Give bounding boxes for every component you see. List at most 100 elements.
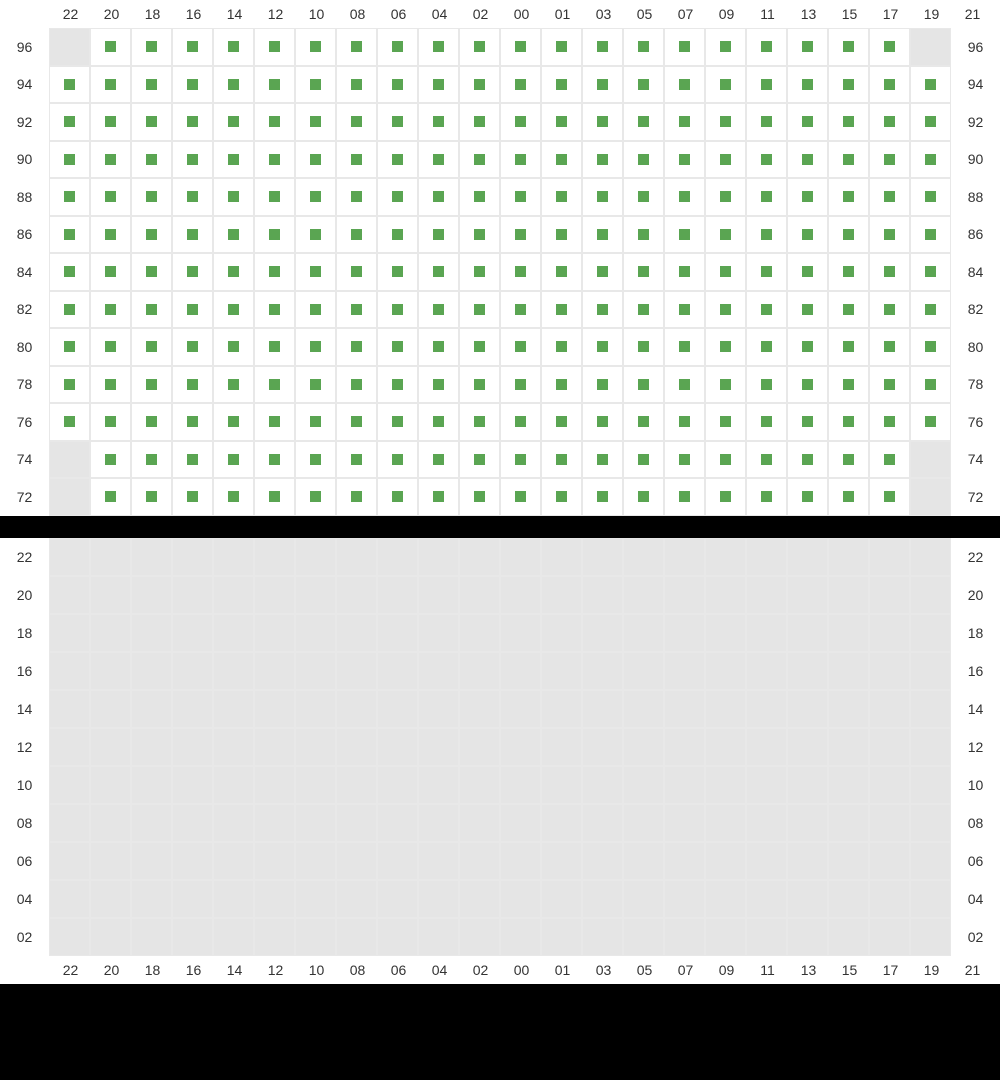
seat-cell-available[interactable] — [377, 328, 418, 366]
seat-cell-available[interactable] — [582, 291, 623, 329]
seat-cell-available[interactable] — [705, 66, 746, 104]
seat-cell-available[interactable] — [172, 66, 213, 104]
seat-cell-available[interactable] — [418, 403, 459, 441]
seat-cell-available[interactable] — [623, 441, 664, 479]
seat-cell-available[interactable] — [500, 441, 541, 479]
seat-cell-available[interactable] — [418, 178, 459, 216]
seat-cell-available[interactable] — [582, 103, 623, 141]
seat-cell-available[interactable] — [828, 478, 869, 516]
seat-cell-available[interactable] — [172, 253, 213, 291]
seat-cell-available[interactable] — [500, 291, 541, 329]
seat-cell-available[interactable] — [705, 291, 746, 329]
seat-cell-available[interactable] — [90, 366, 131, 404]
seat-cell-available[interactable] — [910, 253, 951, 291]
seat-cell-available[interactable] — [131, 66, 172, 104]
seat-cell-available[interactable] — [49, 66, 90, 104]
seat-cell-available[interactable] — [418, 291, 459, 329]
seat-cell-available[interactable] — [377, 291, 418, 329]
seat-cell-available[interactable] — [90, 253, 131, 291]
seat-cell-available[interactable] — [213, 328, 254, 366]
seat-cell-available[interactable] — [705, 141, 746, 179]
seat-cell-available[interactable] — [213, 366, 254, 404]
seat-cell-available[interactable] — [500, 28, 541, 66]
seat-cell-available[interactable] — [213, 291, 254, 329]
seat-cell-available[interactable] — [541, 403, 582, 441]
seat-cell-available[interactable] — [746, 441, 787, 479]
seat-cell-available[interactable] — [49, 178, 90, 216]
seat-cell-available[interactable] — [664, 291, 705, 329]
seat-cell-available[interactable] — [828, 366, 869, 404]
seat-cell-available[interactable] — [582, 253, 623, 291]
seat-cell-available[interactable] — [131, 141, 172, 179]
seat-cell-available[interactable] — [910, 141, 951, 179]
seat-cell-available[interactable] — [869, 478, 910, 516]
seat-cell-available[interactable] — [705, 103, 746, 141]
seat-cell-available[interactable] — [582, 478, 623, 516]
seat-cell-available[interactable] — [664, 403, 705, 441]
seat-cell-available[interactable] — [172, 216, 213, 254]
seat-cell-available[interactable] — [254, 291, 295, 329]
seat-cell-available[interactable] — [295, 66, 336, 104]
seat-cell-available[interactable] — [49, 291, 90, 329]
seat-cell-available[interactable] — [705, 478, 746, 516]
seat-cell-available[interactable] — [418, 66, 459, 104]
seat-cell-available[interactable] — [910, 66, 951, 104]
seat-cell-available[interactable] — [295, 141, 336, 179]
seat-cell-available[interactable] — [623, 141, 664, 179]
seat-cell-available[interactable] — [172, 103, 213, 141]
seat-cell-available[interactable] — [705, 366, 746, 404]
seat-cell-available[interactable] — [705, 216, 746, 254]
seat-cell-available[interactable] — [90, 103, 131, 141]
seat-cell-available[interactable] — [705, 178, 746, 216]
seat-cell-available[interactable] — [787, 216, 828, 254]
seat-cell-available[interactable] — [90, 328, 131, 366]
seat-cell-available[interactable] — [336, 328, 377, 366]
seat-cell-available[interactable] — [869, 328, 910, 366]
seat-cell-available[interactable] — [828, 178, 869, 216]
seat-cell-available[interactable] — [787, 441, 828, 479]
seat-cell-available[interactable] — [172, 403, 213, 441]
seat-cell-available[interactable] — [500, 366, 541, 404]
seat-cell-available[interactable] — [172, 366, 213, 404]
seat-cell-available[interactable] — [541, 216, 582, 254]
seat-cell-available[interactable] — [541, 66, 582, 104]
seat-cell-available[interactable] — [664, 103, 705, 141]
seat-cell-available[interactable] — [213, 441, 254, 479]
seat-cell-available[interactable] — [582, 141, 623, 179]
seat-cell-available[interactable] — [746, 253, 787, 291]
seat-cell-available[interactable] — [541, 291, 582, 329]
seat-cell-available[interactable] — [418, 328, 459, 366]
seat-cell-available[interactable] — [295, 178, 336, 216]
seat-cell-available[interactable] — [459, 216, 500, 254]
seat-cell-available[interactable] — [869, 366, 910, 404]
seat-cell-available[interactable] — [459, 141, 500, 179]
seat-cell-available[interactable] — [623, 403, 664, 441]
seat-cell-available[interactable] — [664, 478, 705, 516]
seat-cell-available[interactable] — [213, 253, 254, 291]
seat-cell-available[interactable] — [787, 291, 828, 329]
seat-cell-available[interactable] — [90, 403, 131, 441]
seat-cell-available[interactable] — [787, 28, 828, 66]
seat-cell-available[interactable] — [90, 441, 131, 479]
seat-cell-available[interactable] — [664, 328, 705, 366]
seat-cell-available[interactable] — [336, 441, 377, 479]
seat-cell-available[interactable] — [295, 441, 336, 479]
seat-cell-available[interactable] — [541, 28, 582, 66]
seat-cell-available[interactable] — [869, 291, 910, 329]
seat-cell-available[interactable] — [377, 478, 418, 516]
seat-cell-available[interactable] — [418, 28, 459, 66]
seat-cell-available[interactable] — [500, 141, 541, 179]
seat-cell-available[interactable] — [377, 178, 418, 216]
seat-cell-available[interactable] — [869, 103, 910, 141]
seat-cell-available[interactable] — [49, 216, 90, 254]
seat-cell-available[interactable] — [787, 103, 828, 141]
seat-cell-available[interactable] — [582, 328, 623, 366]
seat-cell-available[interactable] — [582, 178, 623, 216]
seat-cell-available[interactable] — [705, 403, 746, 441]
seat-cell-available[interactable] — [910, 366, 951, 404]
seat-cell-available[interactable] — [131, 178, 172, 216]
seat-cell-available[interactable] — [172, 28, 213, 66]
seat-cell-available[interactable] — [418, 366, 459, 404]
seat-cell-available[interactable] — [172, 328, 213, 366]
seat-cell-available[interactable] — [910, 216, 951, 254]
